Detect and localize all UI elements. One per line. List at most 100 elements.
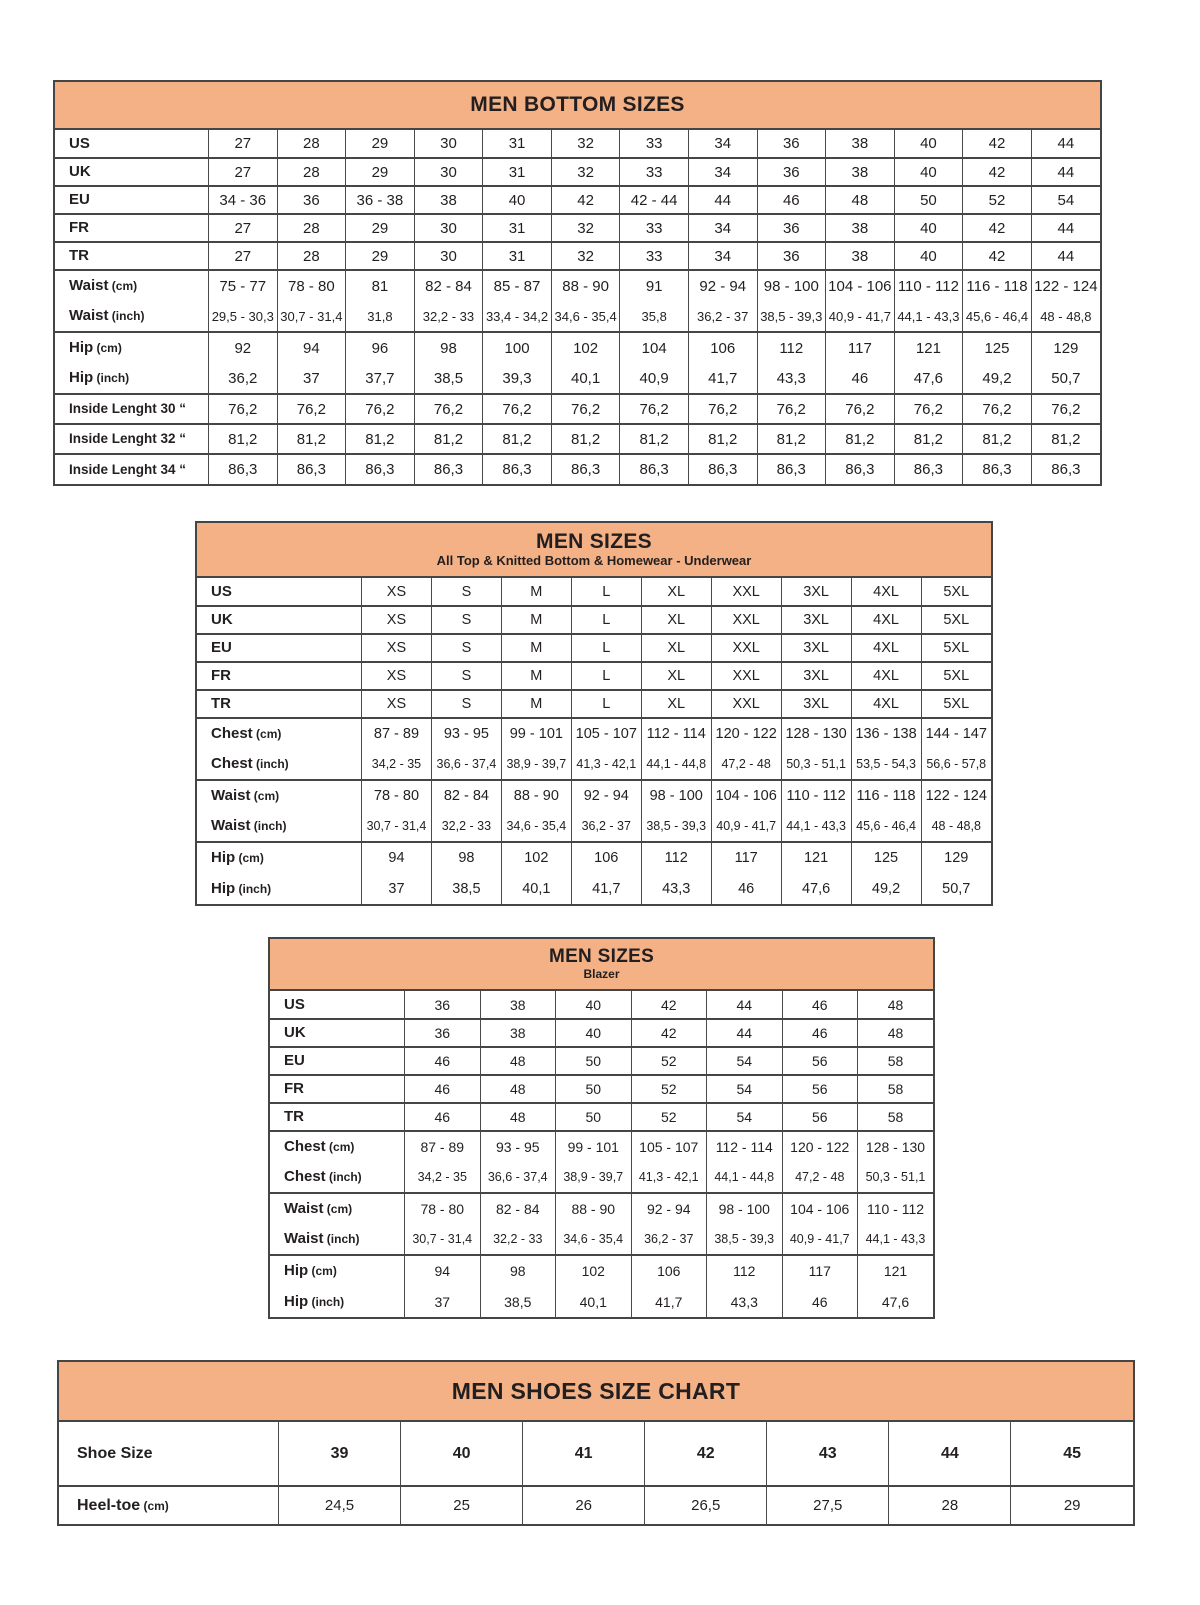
row-label-text: UK	[69, 163, 91, 180]
size-cell: 87 - 89	[361, 718, 432, 749]
row-group: Chest (cm) 87 - 89 93 - 95 99 - 101 105 - 10…	[197, 718, 991, 780]
size-cell: M	[500, 690, 572, 718]
size-cell: M	[500, 606, 572, 634]
size-cell: XL	[640, 662, 712, 690]
size-cell: 112 - 114	[640, 718, 712, 749]
size-cell: 36	[276, 186, 346, 214]
table-row: Hip (inch) 37 38,5 40,1 41,7 43,3 46 47,6 49,2 50…	[197, 873, 991, 904]
size-cell: 43,3	[756, 363, 826, 394]
size-cell: 30,7 - 31,4	[276, 301, 346, 332]
size-cell: 88 - 90	[555, 1193, 631, 1224]
size-cell: 32,2 - 33	[430, 811, 502, 842]
row-label-text: Inside Lenght 30 “	[69, 401, 187, 416]
size-cell: 92 - 94	[630, 1193, 707, 1224]
size-cell: 86,3	[962, 454, 1032, 484]
size-cell: XXL	[710, 690, 782, 718]
size-cell: 38	[825, 158, 895, 186]
row-label-text: Shoe Size	[77, 1444, 153, 1462]
size-cell: 31	[482, 130, 552, 158]
size-cell: XS	[361, 606, 432, 634]
size-cell: 81,2	[893, 424, 963, 454]
row-group: UK XS S M L XL XXL 3XL 4XL 5XL	[197, 606, 991, 634]
size-cell: 32	[550, 242, 620, 270]
size-cell: 29	[345, 158, 415, 186]
size-cell: S	[430, 634, 502, 662]
size-cell: 81,2	[345, 424, 415, 454]
size-cell: 125	[962, 332, 1032, 363]
size-cell: 30,7 - 31,4	[361, 811, 432, 842]
size-cell: 38,9 - 39,7	[500, 749, 572, 780]
size-cell: 40	[482, 186, 552, 214]
row-label: FR	[197, 662, 362, 690]
row-label: Hip (inch)	[270, 1286, 405, 1317]
size-cell: 76,2	[619, 394, 689, 424]
size-cell: 39,3	[482, 363, 552, 394]
size-cell: 30	[413, 214, 483, 242]
table-subtitle: Blazer	[583, 967, 620, 982]
row-label: US	[197, 578, 362, 606]
size-cell: XS	[361, 690, 432, 718]
row-label-text: EU	[284, 1052, 305, 1069]
size-cell: 44,1 - 44,8	[640, 749, 712, 780]
size-cell: 86,3	[687, 454, 757, 484]
size-cell: 48 - 48,8	[920, 811, 991, 842]
row-label: EU	[270, 1047, 405, 1075]
size-cell: 120 - 122	[781, 1131, 858, 1162]
row-label-unit: (cm)	[93, 341, 122, 355]
size-cell: S	[430, 662, 502, 690]
size-cell: 33	[619, 214, 689, 242]
size-cell: 52	[962, 186, 1032, 214]
size-cell: 76,2	[1030, 394, 1100, 424]
row-label: Inside Lenght 32 “	[55, 424, 209, 454]
size-cell: 30	[413, 158, 483, 186]
size-cell: 120 - 122	[710, 718, 782, 749]
size-cell: 86,3	[482, 454, 552, 484]
size-cell: 40	[893, 158, 963, 186]
size-cell: 102	[550, 332, 620, 363]
size-cell: 76,2	[276, 394, 346, 424]
size-cell: L	[570, 634, 642, 662]
size-cell: 44	[706, 1019, 782, 1047]
table-row: Hip (cm) 94 98 102 106 112 117 121	[270, 1255, 933, 1286]
size-cell: 76,2	[208, 394, 278, 424]
table-title: MEN BOTTOM SIZES	[470, 92, 685, 116]
size-cell: 86,3	[413, 454, 483, 484]
row-group: FR 27 28 29 30 31 32 33 34 36 38 40 42 44	[55, 214, 1100, 242]
size-cell: 46	[781, 1286, 858, 1317]
size-cell: 93 - 95	[479, 1131, 556, 1162]
row-label: Hip (cm)	[270, 1255, 405, 1286]
row-group: EU 34 - 36 36 36 - 38 38 40 42 42 - 44 44 46 48 50 5…	[55, 186, 1100, 214]
row-label-text: Hip	[69, 339, 94, 356]
size-cell: 76,2	[345, 394, 415, 424]
table-row: Waist (cm) 78 - 80 82 - 84 88 - 90 92 - 94 98…	[197, 780, 991, 811]
size-cell: 38	[825, 242, 895, 270]
size-cell: 41,3 - 42,1	[630, 1162, 707, 1193]
size-cell: 102	[500, 842, 572, 873]
size-cell: 104	[619, 332, 689, 363]
size-cell: 40,1	[500, 873, 572, 904]
size-cell: 27,5	[766, 1486, 889, 1524]
table-row: Chest (inch) 34,2 - 35 36,6 - 37,4 38,9 - 3…	[270, 1162, 933, 1193]
row-label-text: Waist	[211, 817, 251, 834]
table-header: MEN SHOES SIZE CHART	[59, 1362, 1133, 1422]
men-shoes-size-chart-table: MEN SHOES SIZE CHART Shoe Size 39 40 41 42 43…	[57, 1360, 1135, 1526]
size-cell: 85 - 87	[482, 270, 552, 301]
row-group: Waist (cm) 75 - 77 78 - 80 81 82 - 84 85 - 87…	[55, 270, 1100, 332]
row-label-unit: (cm)	[325, 1140, 355, 1154]
row-group: Inside Lenght 30 “76,2 76,2 76,2 76,2 76,2 76…	[55, 394, 1100, 424]
size-cell: 32	[550, 158, 620, 186]
table-row: US 27 28 29 30 31 32 33 34 36 38 40 42 44	[55, 130, 1100, 158]
size-cell: 93 - 95	[430, 718, 502, 749]
size-cell: 31	[482, 242, 552, 270]
size-cell: 38	[479, 1019, 556, 1047]
size-cell: 36,2	[208, 363, 278, 394]
size-cell: 121	[893, 332, 963, 363]
row-group: UK 36 38 40 42 44 46 48	[270, 1019, 933, 1047]
size-cell: L	[570, 690, 642, 718]
size-cell: 30	[413, 242, 483, 270]
size-cell: 110 - 112	[893, 270, 963, 301]
size-cell: 81,2	[550, 424, 620, 454]
table-row: Chest (cm) 87 - 89 93 - 95 99 - 101 105 - 10…	[197, 718, 991, 749]
row-group: Hip (cm) 92 94 96 98 100 102 104 106 112 117 121 125…	[55, 332, 1100, 394]
row-label: Hip (inch)	[55, 363, 209, 394]
